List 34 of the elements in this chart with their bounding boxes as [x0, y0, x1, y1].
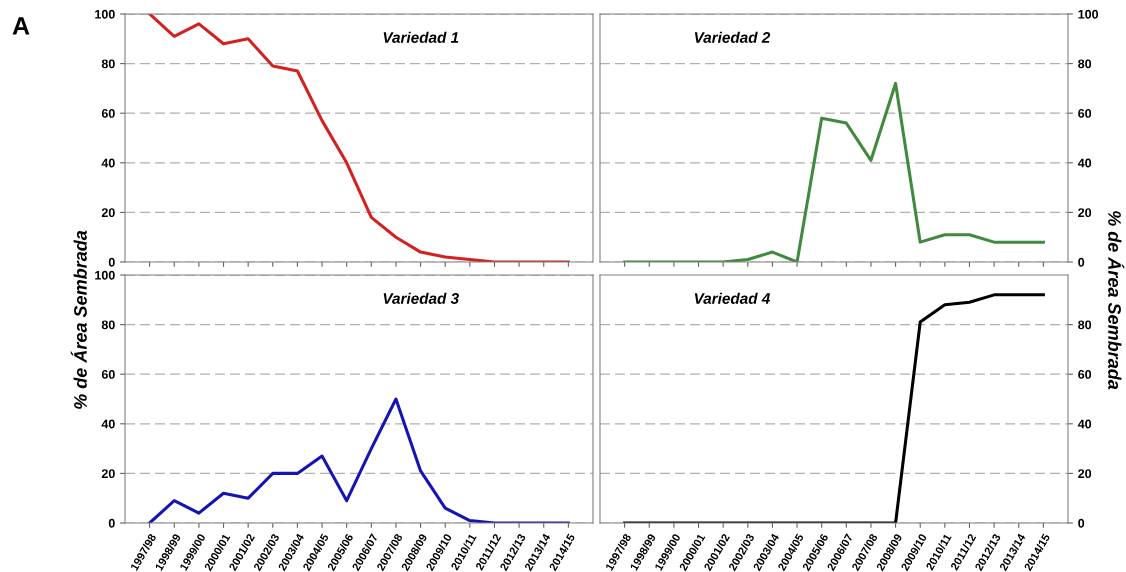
text: A	[12, 17, 30, 35]
y-tick-label: 100	[95, 9, 115, 19]
y2-tick-label: 80	[1078, 320, 1092, 330]
y-tick-label: 40	[101, 158, 115, 168]
y-tick-label: 80	[101, 320, 115, 330]
y-tick-label: 0	[108, 257, 115, 267]
y-tick-label: 40	[101, 419, 115, 429]
y2-tick-label: 20	[1078, 208, 1092, 218]
y-tick-label: 0	[108, 518, 115, 528]
line-series	[148, 397, 570, 523]
y2-axis-title: % de Área Sembrada	[1108, 211, 1125, 390]
line-series	[623, 81, 1045, 262]
text: Variedad 2	[694, 31, 771, 43]
y2-tick-label: 40	[1077, 419, 1092, 429]
y2-tick-label: 40	[1077, 158, 1092, 168]
y2-tick-label: 100	[1078, 9, 1099, 19]
text: Variedad 3	[383, 292, 459, 304]
y-tick-label: 100	[95, 270, 115, 280]
y-tick-label: 80	[101, 59, 115, 69]
line-series	[623, 293, 1045, 523]
y2-tick-label: 60	[1078, 370, 1092, 379]
y2-tick-label: 60	[1078, 109, 1092, 118]
y-axis-title: % de Área Sembrada	[70, 230, 87, 409]
text: Variedad 4	[694, 292, 771, 304]
y2-tick-label: 80	[1078, 59, 1092, 69]
y2-tick-label: 0	[1078, 518, 1085, 528]
y-tick-label: 60	[101, 109, 115, 118]
y2-tick-label: 20	[1078, 469, 1092, 479]
text: Variedad 1	[383, 31, 459, 43]
y-tick-label: 20	[101, 469, 115, 479]
y-tick-label: 60	[101, 370, 115, 379]
line-series	[148, 14, 570, 262]
y2-tick-label: 0	[1078, 257, 1085, 267]
y-tick-label: 20	[101, 208, 115, 218]
